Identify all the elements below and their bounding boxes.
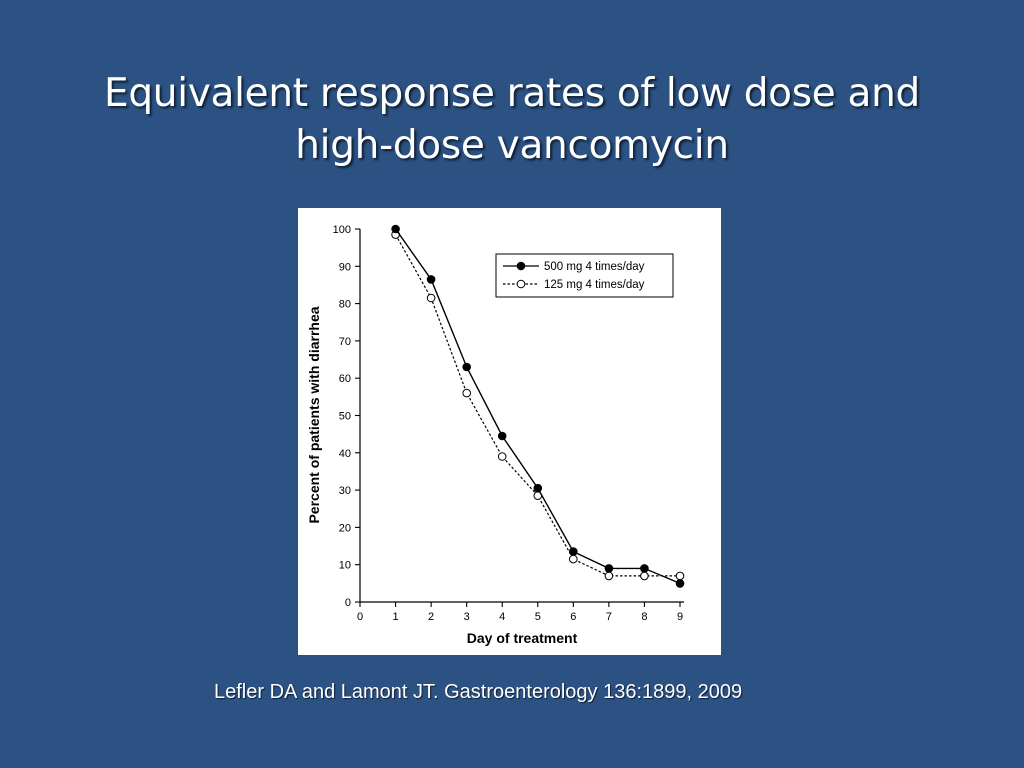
x-tick-label: 8 [641, 611, 647, 623]
y-tick-label: 100 [333, 224, 351, 236]
legend-label-125mg: 125 mg 4 times/day [544, 279, 645, 291]
data-point-500mg [497, 431, 507, 441]
y-tick-label: 90 [339, 261, 351, 273]
data-point-125mg [497, 452, 507, 461]
y-tick-label: 50 [339, 411, 351, 423]
data-point-500mg [533, 483, 543, 493]
x-axis-ticks: 0 1 2 3 4 5 6 7 8 9 [357, 602, 683, 623]
chart-figure: 0 10 20 30 40 50 60 70 80 90 100 0 1 2 3 4 5 6 7 8 9 Percen… [298, 208, 721, 655]
data-point-125mg [604, 571, 614, 581]
legend-label-500mg: 500 mg 4 times/day [544, 261, 645, 273]
y-tick-label: 20 [339, 522, 351, 534]
x-tick-label: 7 [606, 611, 612, 623]
y-tick-label: 30 [339, 485, 351, 497]
y-axis-title: Percent of patients with diarrhea [306, 306, 322, 523]
x-tick-label: 0 [357, 611, 363, 623]
x-tick-label: 6 [570, 611, 576, 623]
slide-title-line-2: high-dose vancomycin [295, 123, 729, 168]
y-tick-label: 80 [339, 299, 351, 311]
chart-series [391, 224, 685, 588]
data-point-500mg [640, 564, 649, 573]
slide-title-line-1: Equivalent response rates of low dose an… [103, 71, 920, 116]
data-point-500mg [462, 362, 471, 372]
data-point-125mg [640, 571, 649, 581]
y-tick-label: 60 [339, 373, 351, 385]
data-point-500mg [569, 547, 578, 556]
slide-title: Equivalent response rates of low dose an… [40, 68, 984, 172]
data-point-125mg [675, 571, 685, 581]
data-point-500mg [391, 224, 400, 234]
y-tick-label: 0 [345, 597, 351, 609]
x-tick-label: 1 [392, 611, 398, 623]
data-point-125mg [462, 388, 471, 398]
data-point-125mg [426, 293, 436, 303]
data-point-500mg [426, 275, 436, 284]
legend-marker-125mg [516, 279, 526, 289]
y-tick-label: 10 [339, 560, 351, 572]
y-tick-label: 40 [339, 448, 351, 460]
data-point-125mg [569, 554, 578, 564]
x-tick-label: 3 [464, 611, 470, 623]
citation-text: Lefler DA and Lamont JT. Gastroenterolog… [214, 681, 743, 703]
x-tick-label: 4 [499, 611, 505, 623]
x-tick-label: 2 [428, 611, 434, 623]
y-axis-ticks: 0 10 20 30 40 50 60 70 80 90 100 [333, 224, 360, 609]
data-point-500mg [675, 579, 685, 588]
legend-marker-500mg [516, 261, 526, 271]
chart-legend: 500 mg 4 times/day 125 mg 4 times/day [495, 253, 674, 298]
data-point-500mg [604, 564, 614, 573]
line-chart: 0 10 20 30 40 50 60 70 80 90 100 0 1 2 3 4 5 6 7 8 9 Percen… [306, 224, 685, 646]
legend-box [495, 253, 674, 298]
x-tick-label: 9 [677, 611, 683, 623]
x-axis-title: Day of treatment [467, 630, 578, 646]
y-tick-label: 70 [339, 336, 351, 348]
x-tick-label: 5 [535, 611, 541, 623]
